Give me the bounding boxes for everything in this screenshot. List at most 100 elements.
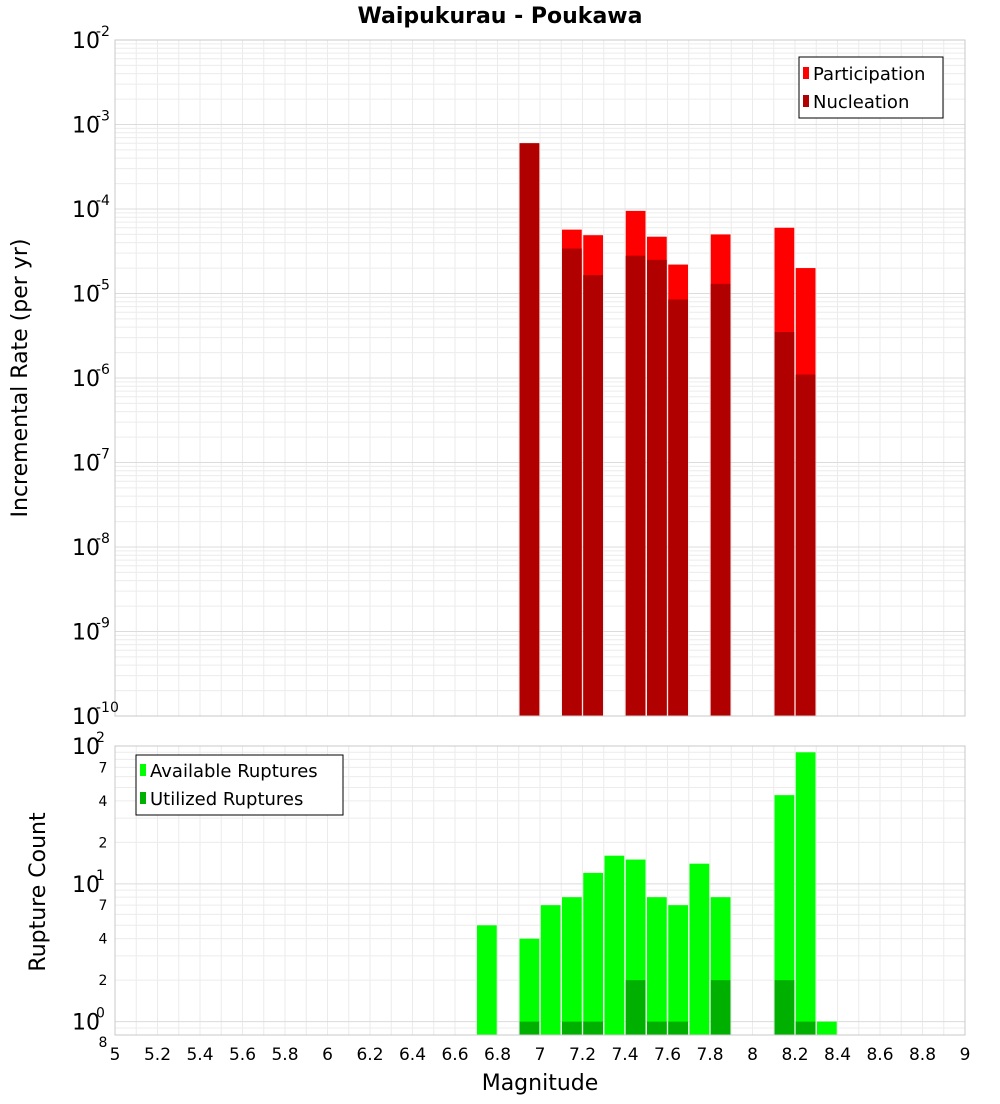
- bar-nucleation: [710, 283, 731, 716]
- count-plot-y-label: Rupture Count: [26, 812, 51, 972]
- y-tick-exponent: -2: [96, 24, 110, 40]
- x-tick-label: 5.2: [144, 1045, 171, 1065]
- x-tick-label: 8.8: [909, 1045, 936, 1065]
- y-tick-exponent: 1: [96, 868, 105, 884]
- bar-available-ruptures: [817, 1021, 837, 1035]
- x-tick-label: 5.4: [186, 1045, 213, 1065]
- x-tick-label: 6: [322, 1045, 333, 1065]
- bar-utilized-ruptures: [774, 980, 795, 1035]
- legend-label-nucleation: Nucleation: [813, 92, 909, 113]
- bar-utilized-ruptures: [625, 980, 646, 1035]
- legend-box: [135, 754, 344, 816]
- x-tick-label: 7.2: [569, 1045, 596, 1065]
- y-minor-tick-label: 2: [99, 973, 108, 989]
- y-tick-exponent: -5: [96, 278, 110, 294]
- legend-swatch-participation: [803, 67, 809, 79]
- bar-available-ruptures: [477, 925, 497, 1035]
- y-tick-exponent: -9: [96, 616, 110, 632]
- legend-swatch-available: [140, 764, 146, 776]
- bar-nucleation: [774, 332, 795, 716]
- y-minor-tick-label: 7: [99, 898, 108, 914]
- x-tick-label: 6.6: [441, 1045, 468, 1065]
- x-tick-label: 9: [960, 1045, 971, 1065]
- bar-utilized-ruptures: [668, 1021, 688, 1035]
- bar-utilized-ruptures: [795, 1021, 816, 1035]
- bar-nucleation: [625, 255, 646, 716]
- legend-box: [798, 56, 944, 119]
- x-tick-label: 8.4: [824, 1045, 851, 1065]
- bar-available-ruptures: [795, 752, 816, 1035]
- bar-available-ruptures: [774, 795, 795, 1035]
- bar-utilized-ruptures: [562, 1021, 582, 1035]
- rate-plot-grid: [114, 40, 966, 717]
- x-tick-label: 6.8: [484, 1045, 511, 1065]
- count-plot-x-ticks: 5 5.2 5.4 5.6 5.8 6 6.2 6.4 6.6 6.8 7 7.2 7.4 7.6 7.8 8…: [110, 1045, 971, 1065]
- x-tick-label: 6.4: [399, 1045, 426, 1065]
- y-tick-exponent: -3: [96, 109, 110, 125]
- y-tick-label: 10: [72, 536, 100, 561]
- bar-available-ruptures: [583, 872, 603, 1035]
- bar-available-ruptures: [689, 863, 710, 1035]
- y-tick-label: 10: [72, 873, 100, 898]
- x-tick-label: 5.8: [271, 1045, 298, 1065]
- y-tick-label: 10: [72, 1011, 100, 1036]
- y-minor-tick-label: 7: [99, 760, 108, 776]
- y-tick-exponent: -7: [96, 447, 110, 463]
- rate-plot-bars: [519, 143, 816, 717]
- bar-available-ruptures: [647, 897, 667, 1035]
- y-tick-exponent: -8: [96, 531, 110, 547]
- x-tick-label: 5.6: [229, 1045, 256, 1065]
- y-tick-label: 10: [72, 705, 100, 730]
- y-tick-label: 10: [72, 114, 100, 139]
- y-minor-tick-label: 4: [99, 932, 108, 948]
- y-tick-label: 10: [72, 367, 100, 392]
- bar-available-ruptures: [604, 855, 625, 1035]
- x-tick-label: 6.2: [356, 1045, 383, 1065]
- bar-utilized-ruptures: [710, 980, 731, 1035]
- x-tick-label: 5: [110, 1045, 121, 1065]
- bar-nucleation: [668, 299, 688, 716]
- y-minor-tick-label: 8: [99, 1035, 108, 1051]
- x-tick-label: 7.6: [654, 1045, 681, 1065]
- bar-nucleation: [795, 374, 816, 716]
- legend-label-utilized: Utilized Ruptures: [150, 789, 303, 810]
- bar-utilized-ruptures: [647, 1021, 667, 1035]
- y-tick-label: 10: [72, 29, 100, 54]
- x-tick-label: 8.2: [781, 1045, 808, 1065]
- y-tick-exponent: -10: [96, 700, 119, 716]
- bar-available-ruptures: [519, 938, 540, 1035]
- bar-nucleation: [647, 259, 667, 716]
- y-tick-exponent: 0: [96, 1006, 105, 1022]
- y-minor-tick-label: 2: [99, 835, 108, 851]
- legend-swatch-utilized: [140, 792, 146, 804]
- bar-utilized-ruptures: [519, 1021, 540, 1035]
- legend-swatch-nucleation: [803, 95, 809, 107]
- bar-utilized-ruptures: [583, 1021, 603, 1035]
- y-tick-label: 10: [72, 452, 100, 477]
- y-tick-label: 10: [72, 283, 100, 308]
- y-tick-exponent: 2: [96, 730, 105, 746]
- chart-title: Waipukurau - Poukawa: [358, 4, 643, 29]
- y-tick-exponent: -4: [96, 193, 110, 209]
- y-minor-tick-label: 4: [99, 794, 108, 810]
- bar-available-ruptures: [562, 897, 582, 1035]
- count-plot-legend: Available Ruptures Utilized Ruptures: [135, 754, 344, 816]
- x-tick-label: 7: [535, 1045, 546, 1065]
- y-tick-exponent: -6: [96, 362, 110, 378]
- count-plot-border: [114, 745, 966, 1036]
- x-tick-label: 8.6: [866, 1045, 893, 1065]
- x-tick-label: 7.8: [696, 1045, 723, 1065]
- bar-available-ruptures: [668, 905, 688, 1035]
- rate-plot-legend: Participation Nucleation: [798, 56, 944, 119]
- count-plot-bars: [477, 752, 837, 1035]
- rate-plot-y-label: Incremental Rate (per yr): [8, 239, 33, 518]
- bar-available-ruptures: [540, 905, 561, 1035]
- bar-nucleation: [562, 248, 582, 716]
- bar-nucleation: [583, 275, 603, 716]
- x-tick-label: 7.4: [611, 1045, 638, 1065]
- x-tick-label: 8: [747, 1045, 758, 1065]
